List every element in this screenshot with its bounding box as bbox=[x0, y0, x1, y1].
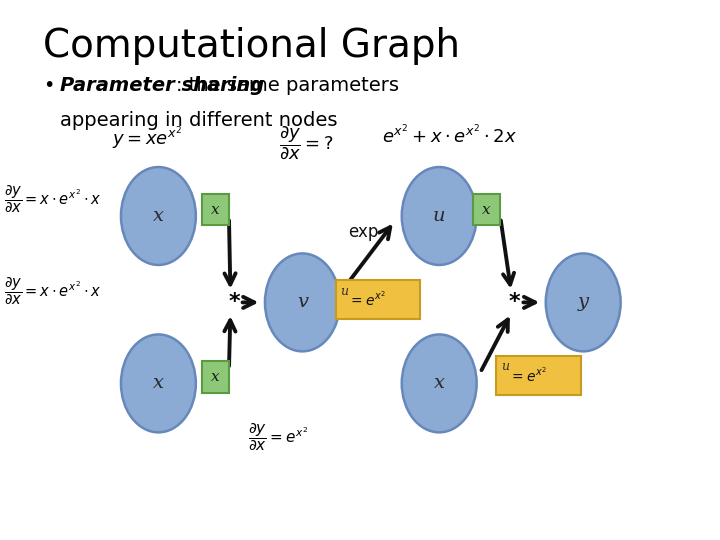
Ellipse shape bbox=[402, 334, 477, 433]
Text: •: • bbox=[43, 76, 55, 94]
FancyBboxPatch shape bbox=[202, 194, 229, 225]
Text: x: x bbox=[211, 202, 220, 217]
Ellipse shape bbox=[402, 167, 477, 265]
Text: Computational Graph: Computational Graph bbox=[43, 27, 460, 65]
Text: exp: exp bbox=[348, 223, 379, 241]
Text: y: y bbox=[577, 293, 589, 312]
Text: *: * bbox=[228, 292, 240, 313]
Text: *: * bbox=[509, 292, 521, 313]
Ellipse shape bbox=[546, 253, 621, 352]
Text: x: x bbox=[482, 202, 491, 217]
Text: Parameter sharing: Parameter sharing bbox=[60, 76, 264, 94]
Text: u: u bbox=[341, 285, 348, 298]
Ellipse shape bbox=[121, 167, 196, 265]
Text: : the same parameters: : the same parameters bbox=[176, 76, 400, 94]
FancyBboxPatch shape bbox=[473, 194, 500, 225]
Text: $= e^{x^2}$: $= e^{x^2}$ bbox=[509, 366, 547, 384]
FancyBboxPatch shape bbox=[496, 356, 581, 395]
Text: v: v bbox=[297, 293, 308, 312]
Text: $e^{x^2} + x \cdot e^{x^2} \cdot 2x$: $e^{x^2} + x \cdot e^{x^2} \cdot 2x$ bbox=[382, 124, 517, 148]
Text: $y = xe^{x^2}$: $y = xe^{x^2}$ bbox=[112, 124, 182, 152]
Text: $\dfrac{\partial y}{\partial x} = x \cdot e^{x^2} \cdot x$: $\dfrac{\partial y}{\partial x} = x \cdo… bbox=[4, 275, 102, 307]
FancyBboxPatch shape bbox=[202, 361, 229, 393]
Text: x: x bbox=[153, 207, 164, 225]
Text: x: x bbox=[211, 370, 220, 384]
Text: appearing in different nodes: appearing in different nodes bbox=[60, 111, 337, 130]
Ellipse shape bbox=[121, 334, 196, 433]
Text: x: x bbox=[433, 374, 445, 393]
Text: x: x bbox=[153, 374, 164, 393]
Text: $\dfrac{\partial y}{\partial x} =?$: $\dfrac{\partial y}{\partial x} =?$ bbox=[279, 124, 334, 161]
Text: u: u bbox=[433, 207, 446, 225]
Text: $\dfrac{\partial y}{\partial x} = x \cdot e^{x^2} \cdot x$: $\dfrac{\partial y}{\partial x} = x \cdo… bbox=[4, 184, 102, 215]
Text: $= e^{x^2}$: $= e^{x^2}$ bbox=[348, 291, 387, 309]
Ellipse shape bbox=[265, 253, 340, 352]
Text: u: u bbox=[501, 360, 509, 373]
Text: $\dfrac{\partial y}{\partial x} = e^{x^2}$: $\dfrac{\partial y}{\partial x} = e^{x^2… bbox=[248, 421, 309, 453]
FancyBboxPatch shape bbox=[336, 280, 420, 319]
